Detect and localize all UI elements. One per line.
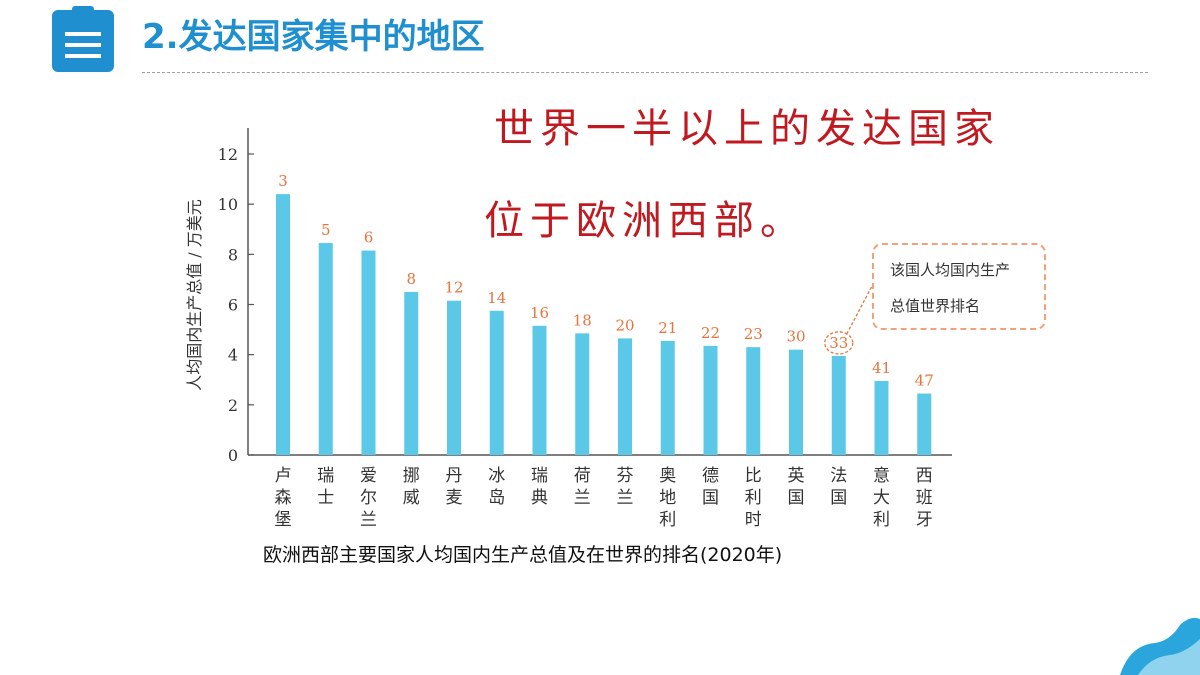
- bar: [660, 340, 675, 455]
- chart-bars: [276, 194, 932, 455]
- bar: [404, 291, 419, 455]
- y-tick-label: 6: [228, 296, 238, 315]
- chart-caption: 欧洲西部主要国家人均国内生产总值及在世界的排名(2020年): [263, 544, 783, 566]
- category-label: 英国: [788, 466, 805, 508]
- rank-label: 18: [573, 311, 592, 329]
- bar: [874, 381, 889, 455]
- bar: [532, 325, 547, 455]
- category-label: 爱尔兰: [360, 466, 377, 530]
- highlight-circle: [824, 331, 854, 355]
- category-label: 德国: [702, 466, 719, 508]
- callout-connector: [846, 285, 873, 335]
- bar: [447, 300, 461, 455]
- rank-label: 8: [406, 270, 416, 288]
- corner-wave-decoration: [1120, 617, 1200, 675]
- bar: [746, 347, 761, 455]
- category-label: 瑞典: [531, 466, 548, 508]
- title-divider: [142, 72, 1148, 73]
- y-axis-label: 人均国内生产总值 / 万美元: [185, 199, 204, 391]
- y-tick-label: 0: [228, 446, 238, 465]
- rank-label: 14: [487, 289, 506, 307]
- rank-callout: 该国人均国内生产 总值世界排名: [872, 243, 1046, 330]
- rank-label: 16: [530, 304, 549, 322]
- rank-label: 22: [701, 324, 720, 342]
- rank-label: 33: [829, 334, 848, 352]
- category-label: 奥地利: [659, 466, 676, 530]
- rank-label: 23: [744, 325, 763, 343]
- rank-labels: 3 5 6 8 12 14 16 18 20 21 22 23 30 33 41 47: [278, 172, 934, 389]
- bar: [917, 393, 932, 455]
- category-label: 西班牙: [916, 466, 933, 530]
- bar: [276, 194, 290, 455]
- bar: [831, 355, 846, 455]
- category-label: 荷兰: [574, 466, 591, 508]
- category-label: 冰岛: [488, 466, 505, 508]
- bar: [489, 310, 504, 455]
- bar: [703, 345, 718, 455]
- category-label: 卢森堡: [275, 466, 292, 530]
- category-label: 丹麦: [446, 466, 463, 508]
- callout-line-1: 该国人均国内生产: [890, 261, 1011, 279]
- category-label: 芬兰: [617, 466, 634, 508]
- category-label: 意大利: [873, 466, 890, 530]
- callout-line-2: 总值世界排名: [890, 297, 981, 315]
- rank-label: 20: [615, 316, 634, 334]
- headline-line-2: 位于欧洲西部。: [484, 198, 806, 244]
- y-tick-label: 4: [228, 346, 238, 365]
- rank-label: 30: [786, 328, 805, 346]
- rank-label: 5: [321, 221, 331, 239]
- rank-label: 21: [658, 319, 677, 337]
- headline-line-1: 世界一半以上的发达国家: [494, 106, 1000, 152]
- category-label: 瑞士: [317, 466, 334, 508]
- list-icon: [52, 6, 114, 72]
- bar: [361, 250, 376, 455]
- y-tick-label: 12: [218, 145, 238, 164]
- category-label: 法国: [830, 466, 847, 508]
- y-tick-label: 10: [218, 195, 238, 214]
- rank-label: 6: [364, 229, 374, 247]
- category-label: 挪威: [403, 466, 420, 508]
- y-tick-label: 8: [228, 245, 238, 264]
- rank-label: 12: [444, 279, 463, 297]
- rank-label: 47: [915, 372, 934, 390]
- category-label: 比利时: [745, 466, 762, 530]
- y-tick-label: 2: [228, 396, 238, 415]
- bar: [575, 333, 590, 455]
- rank-label: 3: [278, 172, 288, 190]
- bar: [618, 338, 632, 455]
- page-title: 2.发达国家集中的地区: [142, 17, 485, 57]
- bar: [318, 243, 333, 455]
- rank-label: 41: [872, 359, 891, 377]
- bar: [789, 349, 803, 455]
